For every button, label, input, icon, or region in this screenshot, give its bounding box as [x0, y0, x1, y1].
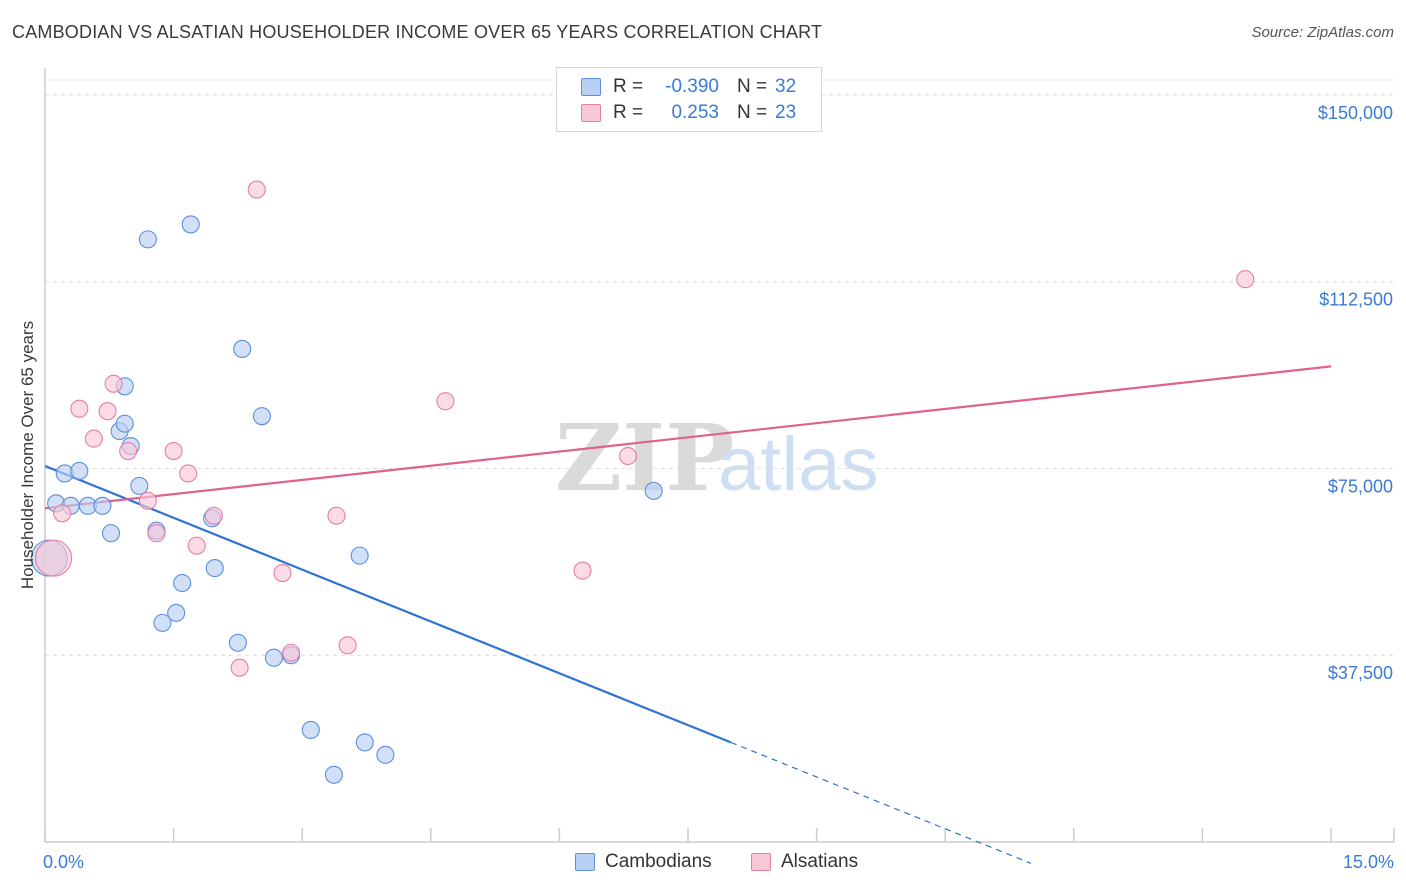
cambodian-point [252, 407, 271, 426]
r-label: R = [613, 76, 644, 97]
alsatian-point [84, 429, 103, 448]
watermark-zip: ZIP [555, 404, 734, 512]
alsatians-trend-line [44, 365, 1332, 510]
alsatian-point [147, 524, 166, 543]
alsatian-point [282, 643, 301, 662]
alsatian-point [247, 180, 266, 199]
alsatian-point [573, 561, 592, 580]
alsatians-swatch [581, 104, 601, 122]
cambodians-swatch [575, 853, 595, 871]
r-value: -0.390 [665, 76, 719, 97]
r-label: R = [613, 102, 644, 123]
cambodians-trend-line [44, 464, 732, 744]
alsatian-point [187, 536, 206, 555]
legend-row-cambodians: R = -0.390 N = 32 [581, 75, 796, 99]
alsatian-point [338, 636, 357, 655]
n-value: 32 [775, 76, 797, 97]
y-tick-label: $150,000 [1318, 103, 1393, 123]
cambodian-point [138, 230, 157, 249]
correlation-legend: R = -0.390 N = 32 R = 0.253 N = 23 [556, 67, 822, 132]
alsatian-point [164, 441, 183, 461]
cambodian-point [93, 496, 112, 515]
cambodian-point [115, 414, 134, 433]
alsatian-point [204, 506, 223, 525]
alsatian-point [1236, 270, 1255, 289]
cambodian-point [70, 461, 89, 481]
legend-label: Alsatians [781, 851, 859, 872]
cambodian-point [228, 633, 247, 652]
cambodians-trend-extension [730, 741, 1032, 864]
cambodian-point [644, 481, 663, 500]
alsatian-point [230, 658, 249, 677]
n-value: 23 [775, 102, 797, 123]
r-value: 0.253 [671, 102, 719, 123]
alsatian-point [98, 402, 117, 421]
series-legend: Cambodians Alsatians [0, 851, 1406, 877]
cambodian-point [301, 720, 320, 739]
cambodian-point [350, 546, 369, 565]
cambodian-point [233, 339, 252, 358]
n-label: N = [737, 102, 768, 123]
y-tick-label: $75,000 [1328, 476, 1393, 496]
alsatian-point [618, 446, 638, 466]
alsatian-point [273, 564, 292, 583]
cambodian-point [264, 648, 283, 667]
source-label: Source: ZipAtlas.com [1251, 24, 1394, 41]
x-tick-label: 0.0% [43, 852, 85, 872]
alsatians-swatch [751, 853, 771, 871]
cambodian-point [355, 733, 374, 752]
alsatian-point [70, 399, 89, 418]
alsatian-point [327, 506, 346, 525]
chart-title: CAMBODIAN VS ALSATIAN HOUSEHOLDER INCOME… [12, 22, 823, 42]
alsatian-point [53, 504, 72, 523]
alsatian-point [119, 441, 138, 461]
watermark-atlas: atlas [718, 422, 879, 507]
cambodian-point [376, 745, 395, 764]
cambodian-point [205, 559, 224, 578]
legend-row-alsatians: R = 0.253 N = 23 [581, 101, 796, 125]
alsatian-point [179, 464, 198, 483]
y-tick-label: $37,500 [1328, 663, 1393, 683]
alsatian-point [436, 392, 455, 411]
legend-item-alsatians[interactable]: Alsatians [751, 851, 858, 873]
cambodian-point [130, 476, 149, 495]
y-axis-label: Householder Income Over 65 years [18, 320, 37, 590]
cambodian-point [173, 573, 192, 593]
alsatian-point [35, 539, 73, 577]
cambodians-swatch [581, 78, 601, 96]
cambodian-point [167, 603, 186, 622]
cambodian-point [181, 215, 200, 234]
y-tick-label: $112,500 [1319, 290, 1393, 310]
alsatian-point [104, 374, 123, 393]
legend-item-cambodians[interactable]: Cambodians [575, 851, 712, 873]
legend-label: Cambodians [605, 851, 712, 872]
alsatian-point [138, 491, 157, 510]
cambodian-point [153, 613, 172, 632]
x-tick-label: 15.0% [1342, 852, 1394, 872]
cambodian-point [324, 765, 343, 784]
cambodian-point [101, 524, 121, 543]
n-label: N = [737, 76, 768, 97]
